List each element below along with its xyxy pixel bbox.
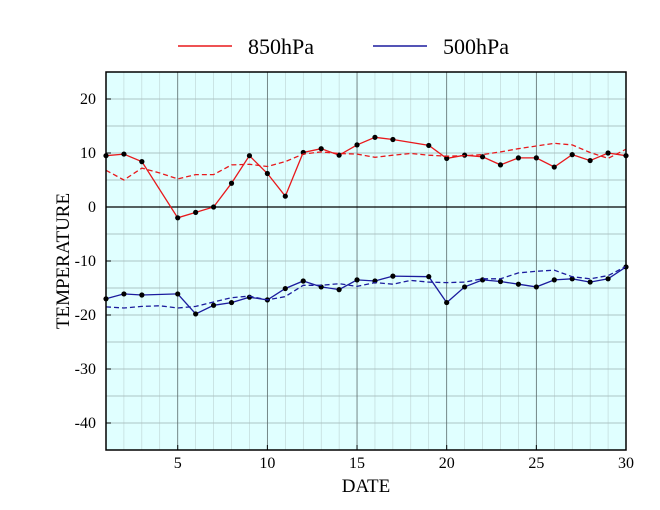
x-tick-label: 5 [174,455,182,472]
data-point [515,281,522,287]
data-point [175,291,181,297]
x-tick-label: 20 [439,455,455,472]
series-line [105,266,627,315]
y-tick-label: 10 [80,145,96,162]
data-point [551,164,557,170]
grid [106,72,626,450]
x-tick-label: 10 [259,455,275,472]
data-point [175,215,181,221]
y-tick-label: -40 [75,415,96,432]
y-axis-label: TEMPERATURE [53,193,74,329]
data-point [210,204,217,210]
data-point [605,150,611,156]
data-point [121,291,127,297]
data-point [121,151,127,157]
data-point [390,136,396,143]
data-point [479,277,486,283]
data-point [426,274,432,280]
data-point [390,273,396,279]
data-point [264,170,270,177]
legend: 850hPa 500hPa [178,34,509,59]
data-point [533,155,539,161]
x-axis-ticks: 5 10 15 20 25 30 [174,445,634,472]
data-point [372,134,378,140]
data-point [497,278,504,285]
data-point [462,284,468,290]
x-tick-label: 30 [618,455,634,472]
data-point [336,287,342,293]
legend-label: 850hPa [248,34,314,59]
data-point [139,292,145,298]
data-point [497,162,504,168]
data-point [282,285,288,292]
data-point [479,154,486,160]
data-point [533,284,539,290]
y-tick-label: 0 [88,199,96,216]
series-layer [103,134,629,317]
series-line-dashed [105,142,627,181]
x-axis-label: DATE [342,476,391,497]
data-point [426,142,432,149]
y-tick-label: 20 [80,91,96,108]
data-point [605,276,611,282]
data-point [282,193,288,199]
series-line [105,136,627,219]
data-point [210,302,217,308]
y-tick-label: -30 [75,361,96,378]
y-tick-label: -20 [75,307,96,324]
data-point [300,278,306,284]
data-point [318,146,324,152]
data-point [354,142,360,148]
y-axis-ticks: 20 10 0 -10 -20 -30 -40 [75,91,111,432]
x-tick-label: 15 [349,455,365,472]
data-point [193,311,199,317]
data-point [587,157,593,164]
data-point [587,279,593,285]
data-point [569,276,575,282]
data-point [246,153,253,159]
data-point [228,299,235,306]
x-tick-label: 25 [528,455,544,472]
data-point [228,180,235,186]
data-point [569,152,575,158]
data-point [444,299,450,306]
data-point [515,155,522,161]
data-point [139,159,145,165]
data-point [354,277,360,283]
legend-label: 500hPa [443,34,509,59]
data-point [193,209,199,215]
data-point [246,294,253,300]
data-point [444,155,450,161]
y-tick-label: -10 [75,253,96,270]
series-line-dashed [105,265,627,309]
data-point [551,277,557,283]
